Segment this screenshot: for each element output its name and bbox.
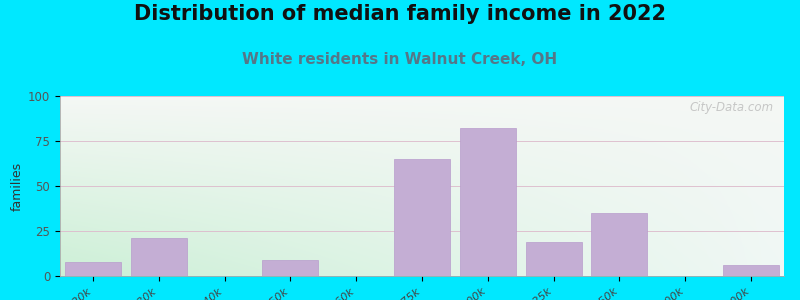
Text: Distribution of median family income in 2022: Distribution of median family income in … <box>134 4 666 25</box>
Text: White residents in Walnut Creek, OH: White residents in Walnut Creek, OH <box>242 52 558 68</box>
Text: City-Data.com: City-Data.com <box>689 101 773 114</box>
Bar <box>526 242 582 276</box>
Bar <box>723 265 779 276</box>
Bar <box>460 128 516 276</box>
Bar <box>65 262 121 276</box>
Bar <box>591 213 647 276</box>
Bar <box>262 260 318 276</box>
Y-axis label: families: families <box>11 161 24 211</box>
Bar <box>394 159 450 276</box>
Bar <box>130 238 186 276</box>
